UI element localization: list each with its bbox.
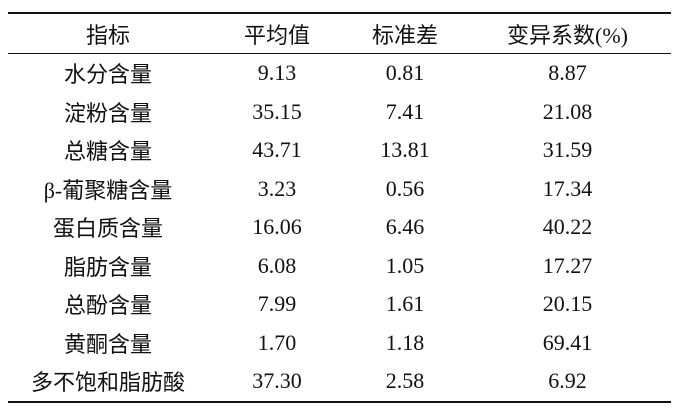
value-cell: 1.61 [385,291,425,317]
header-cell: 平均值 [208,13,346,54]
value-cell: 40.22 [542,214,593,240]
value-cell: 17.34 [542,175,593,201]
row-label: 蛋白质含量 [52,216,163,242]
header-cell: 变异系数(%) [464,13,671,54]
table-row: 水分含量 9.13 0.81 8.87 [8,54,671,93]
table-row: 总酚含量 7.99 1.61 20.15 [8,285,671,324]
row-label: 脂肪含量 [63,254,152,280]
table-row: 脂肪含量 6.08 1.05 17.27 [8,247,671,286]
value-cell: 13.81 [380,137,430,163]
row-label: 水分含量 [63,62,152,88]
value-cell: 1.70 [257,329,297,355]
value-cell: 35.15 [252,98,302,124]
value-cell: 6.08 [257,252,297,278]
value-cell: 43.71 [252,137,302,163]
value-cell: 6.46 [385,214,425,240]
row-label: β-葡聚糖含量 [43,177,173,203]
value-cell: 21.08 [542,98,593,124]
value-cell: 1.05 [385,252,425,278]
value-cell: 17.27 [542,252,593,278]
value-cell: 8.87 [548,60,587,86]
value-cell: 69.41 [542,329,593,355]
row-label: 多不饱和脂肪酸 [30,370,185,396]
table-body: 水分含量 9.13 0.81 8.87 淀粉含量 35.15 7.41 21.08 总糖含量 43… [8,54,671,402]
header-cell: 指标 [8,13,208,54]
value-cell: 3.23 [257,175,297,201]
value-cell: 2.58 [385,368,425,394]
value-cell: 0.56 [385,175,425,201]
value-cell: 31.59 [542,137,593,163]
value-cell: 16.06 [252,214,302,240]
data-table: 指标 平均值 标准差 变异系数(%) 水分含量 9.13 0.81 8.87 淀粉含量 35.1… [8,12,671,403]
table-row: 总糖含量 43.71 13.81 31.59 [8,131,671,170]
table-row: 淀粉含量 35.15 7.41 21.08 [8,93,671,132]
header-row: 指标 平均值 标准差 变异系数(%) [8,13,671,54]
value-cell: 1.18 [385,329,425,355]
table-head: 指标 平均值 标准差 变异系数(%) [8,13,671,54]
row-label: 黄酮含量 [63,331,152,357]
row-label: 总酚含量 [63,293,152,319]
value-cell: 9.13 [257,60,297,86]
header-cell: 标准差 [346,13,464,54]
row-label: 淀粉含量 [63,100,152,126]
value-cell: 7.99 [257,291,297,317]
table-row: 多不饱和脂肪酸 37.30 2.58 6.92 [8,362,671,402]
row-label: 总糖含量 [63,139,152,165]
value-cell: 20.15 [542,291,593,317]
table-row: 蛋白质含量 16.06 6.46 40.22 [8,208,671,247]
table-row: β-葡聚糖含量 3.23 0.56 17.34 [8,170,671,209]
value-cell: 7.41 [385,98,425,124]
value-cell: 37.30 [252,368,302,394]
table-row: 黄酮含量 1.70 1.18 69.41 [8,324,671,363]
value-cell: 0.81 [385,60,425,86]
value-cell: 6.92 [548,368,587,394]
